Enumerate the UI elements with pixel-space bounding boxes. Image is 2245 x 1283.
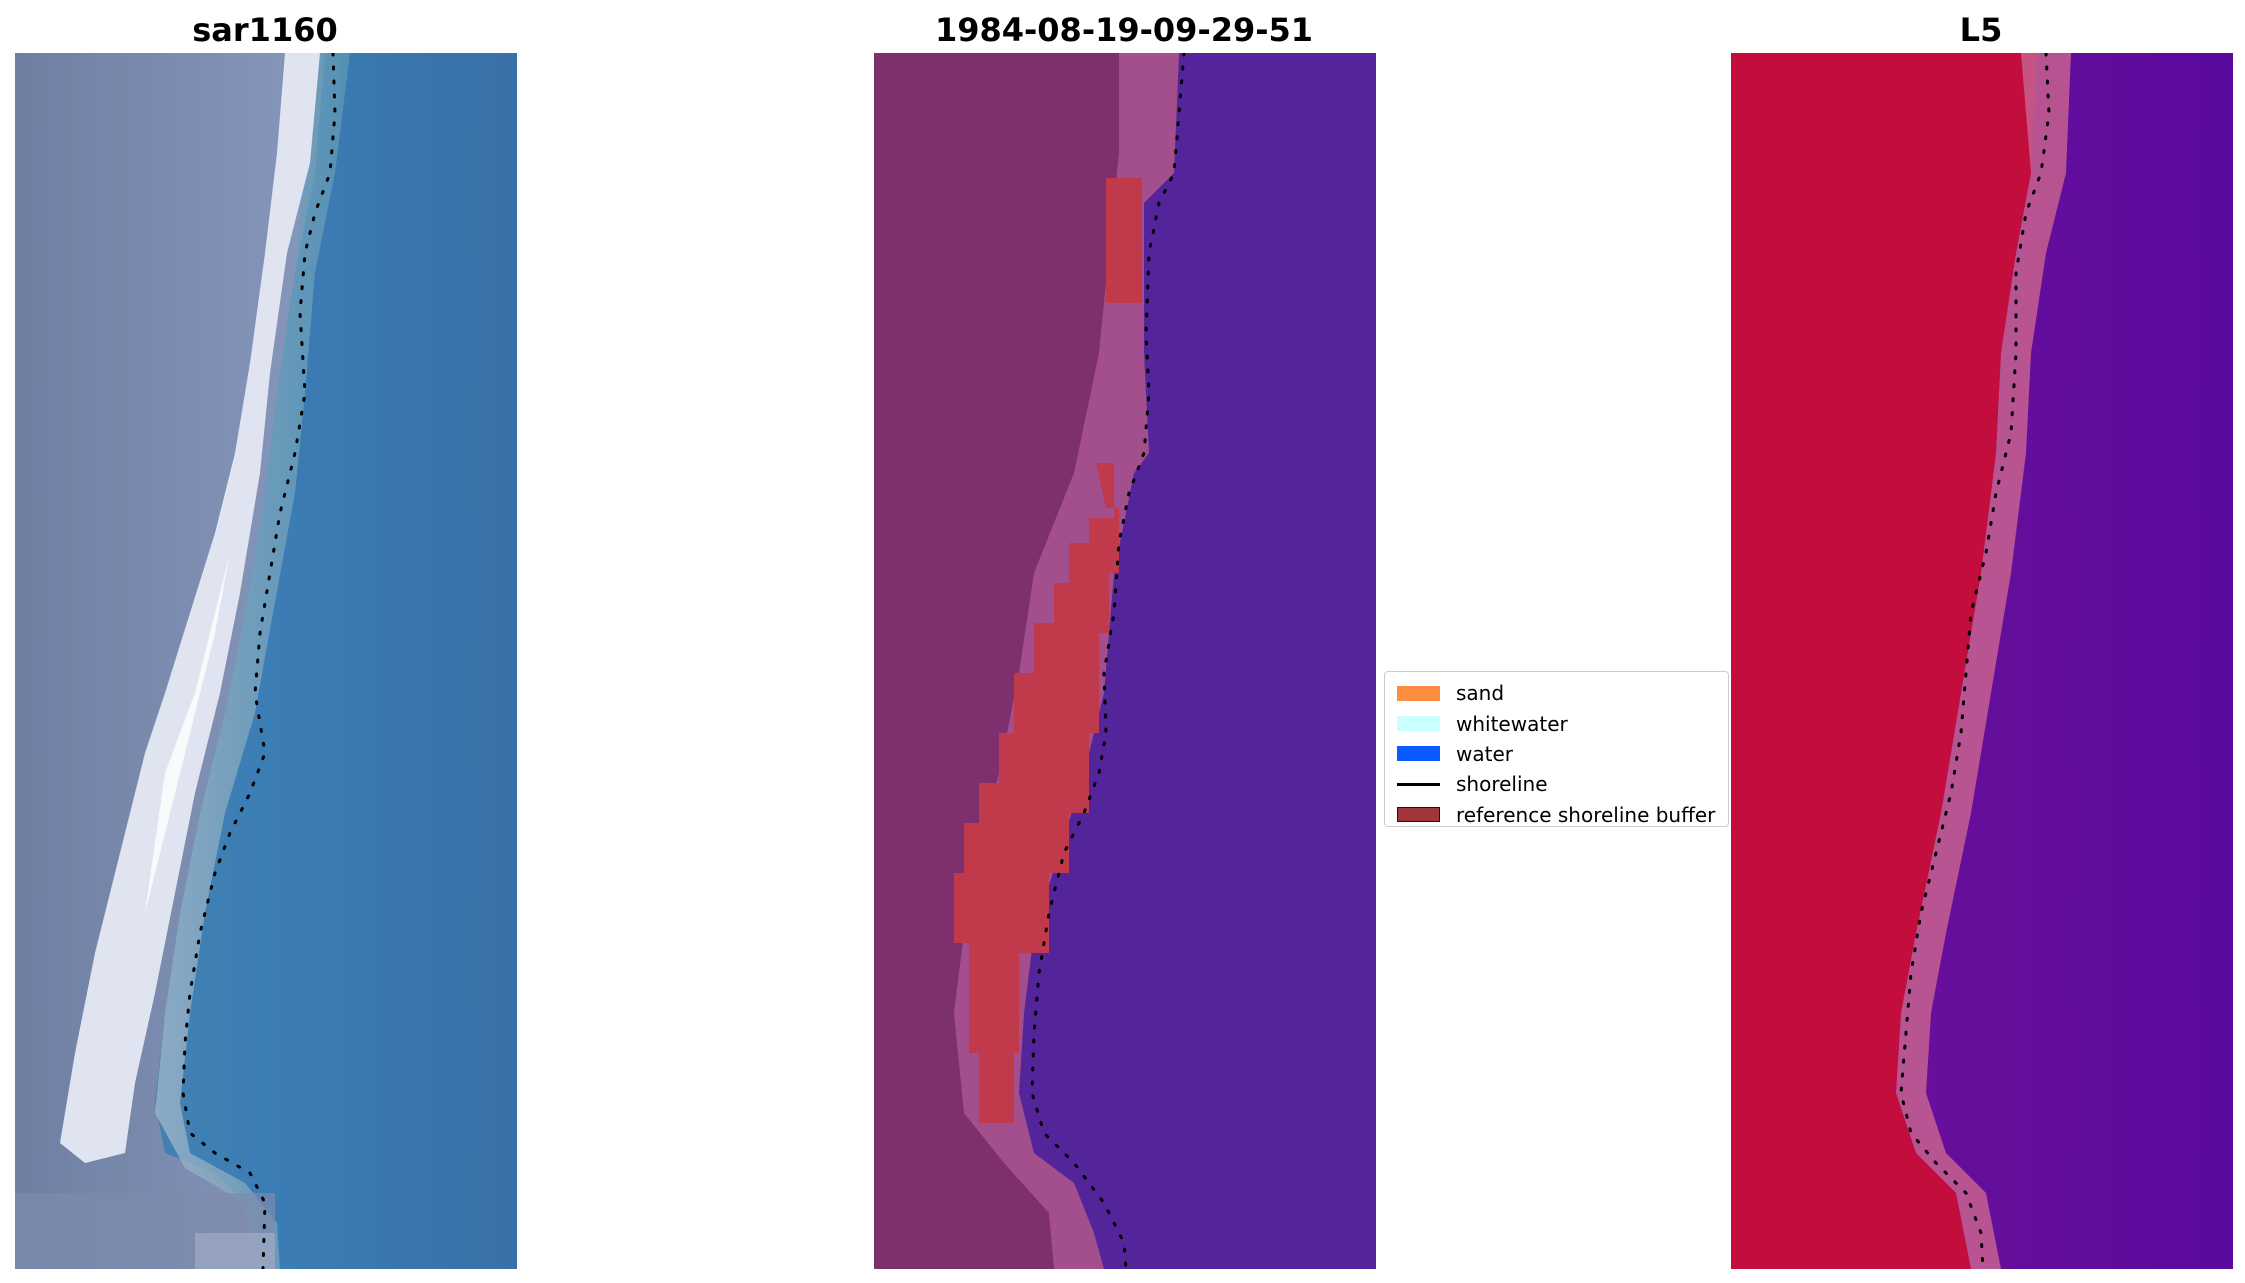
ndwi-image (1731, 53, 2233, 1269)
legend-label-water: water (1456, 741, 1513, 766)
rgb-image-panel (15, 53, 517, 1269)
legend-item-water: water (1393, 739, 1720, 769)
ndwi-image-panel (1731, 53, 2233, 1269)
panel-title-rgb: sar1160 (192, 11, 338, 49)
buffer-region (954, 463, 1119, 1123)
buffer-patch (1106, 178, 1142, 303)
panel-title-classified: 1984-08-19-09-29-51 (934, 11, 1314, 49)
legend-label-shoreline: shoreline (1456, 772, 1548, 797)
reference-shoreline-buffer-swatch (1397, 807, 1440, 823)
legend-item-shoreline: shoreline (1393, 769, 1720, 799)
classified-image (874, 53, 1376, 1269)
water-swatch (1397, 746, 1440, 762)
legend-label-sand: sand (1456, 681, 1505, 706)
legend-item-sand: sand (1393, 678, 1720, 708)
sand-swatch (1397, 685, 1440, 701)
rgb-image (15, 53, 517, 1269)
classified-image-panel (874, 53, 1376, 1269)
shoreline-ndwi (1899, 53, 2051, 1269)
legend-item-reference-shoreline-buffer: reference shoreline buffer (1393, 800, 1720, 830)
whitewater-swatch (1397, 716, 1440, 732)
legend-item-whitewater: whitewater (1393, 708, 1720, 738)
legend-label-whitewater: whitewater (1456, 711, 1568, 736)
legend: sand whitewater water shoreline referenc… (1384, 671, 1729, 827)
legend-label-reference-shoreline-buffer: reference shoreline buffer (1456, 802, 1716, 827)
shoreline-line-swatch (1397, 783, 1440, 786)
panel-title-ndwi: L5 (1959, 11, 2003, 49)
